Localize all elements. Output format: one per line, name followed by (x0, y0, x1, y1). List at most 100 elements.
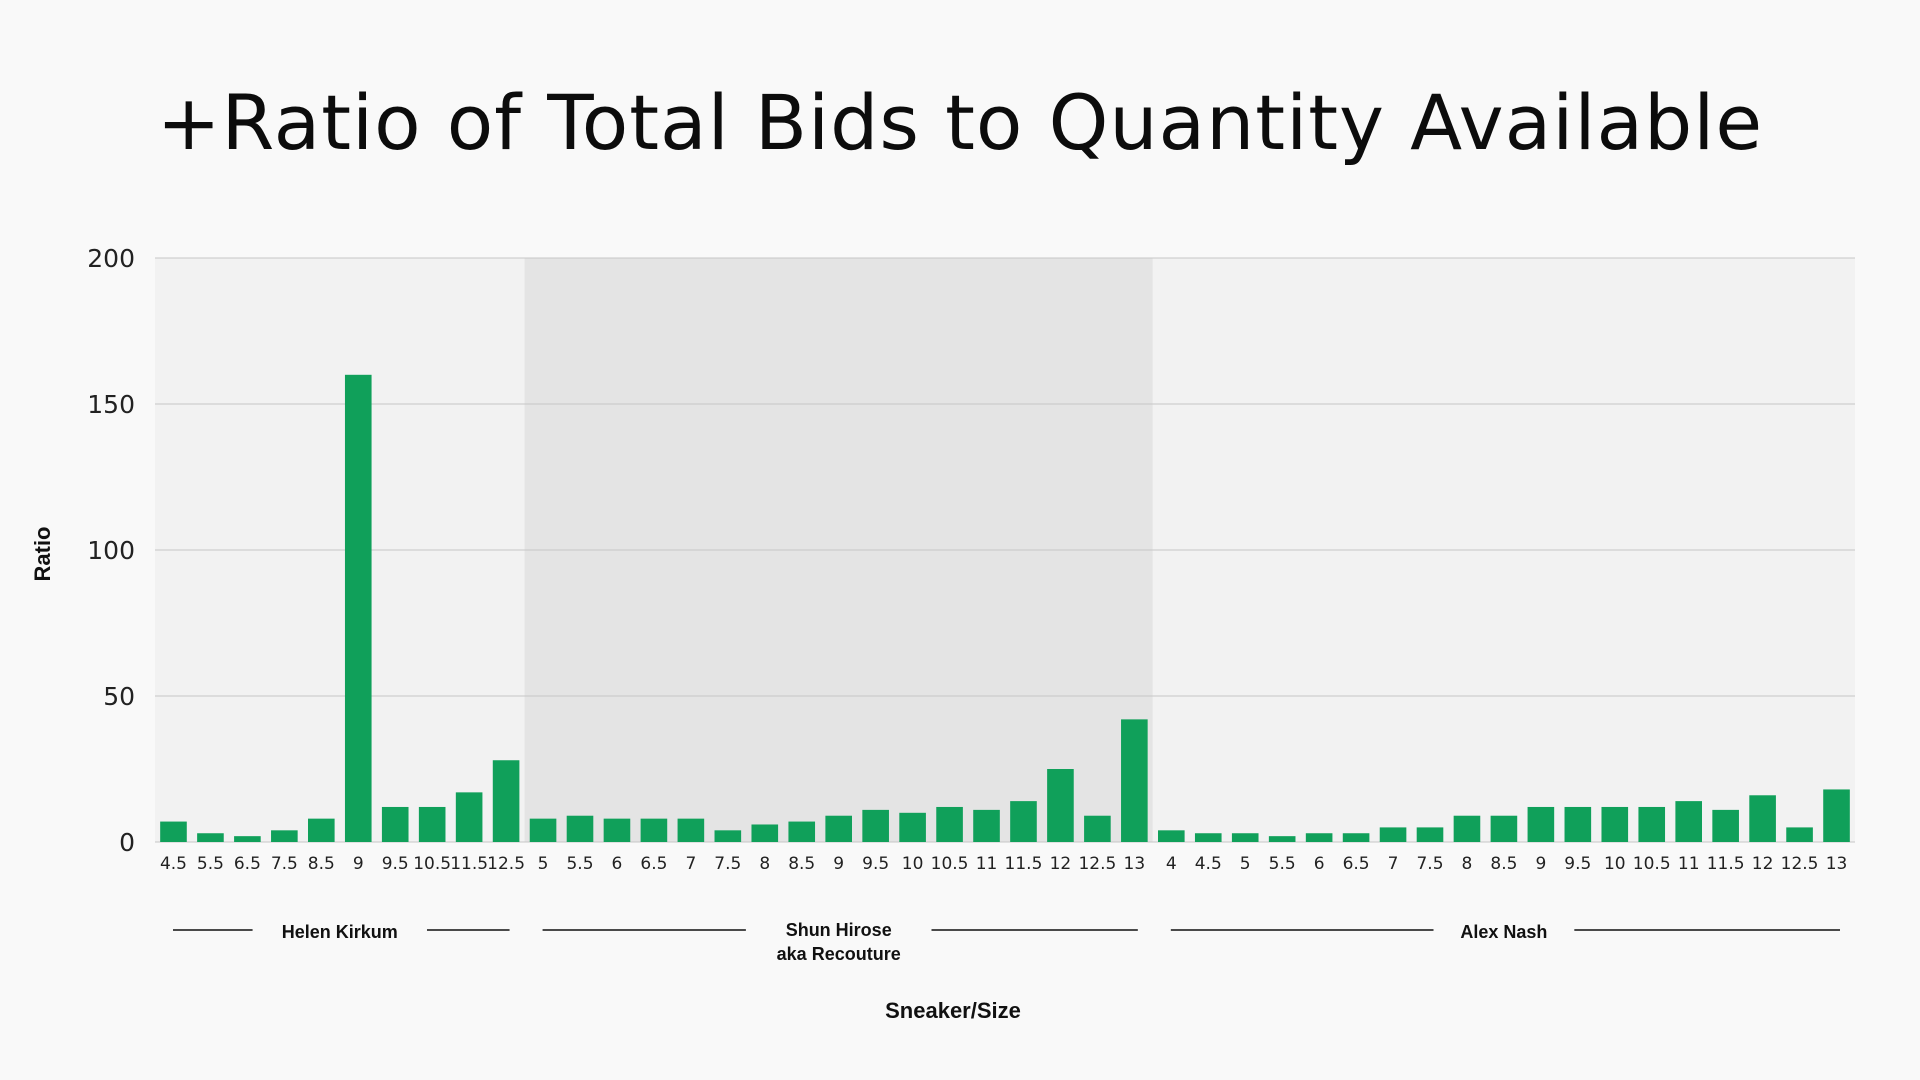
bar (1564, 806, 1592, 842)
x-tick-label: 5 (1240, 854, 1251, 874)
x-tick-label: 10.5 (1633, 854, 1671, 874)
bar (1675, 801, 1702, 842)
chart-title: +Ratio of Total Bids to Quantity Availab… (156, 78, 1764, 167)
x-tick-label: 12.5 (1781, 854, 1819, 874)
bar (1194, 833, 1222, 842)
bar (1379, 827, 1407, 842)
bar (677, 818, 705, 842)
y-axis-ticks: 0 50 100 150 200 (87, 244, 135, 857)
x-tick-label: 9 (353, 854, 364, 874)
group-labels: Helen Kirkum Shun Hirose aka Recouture Alex… (173, 920, 1840, 964)
bar (714, 830, 742, 842)
bar (1305, 833, 1333, 842)
x-tick-label: 6.5 (640, 854, 667, 874)
x-tick-label: 10 (902, 854, 924, 874)
bar (197, 833, 224, 842)
bar (529, 818, 557, 842)
x-tick-label: 13 (1124, 854, 1146, 874)
bar (1638, 806, 1666, 842)
bar (1453, 815, 1481, 842)
bar (936, 806, 963, 842)
x-tick-label: 5.5 (566, 854, 593, 874)
x-tick-label: 8.5 (1490, 854, 1517, 874)
bar (1749, 795, 1776, 842)
x-tick-label: 7 (1388, 854, 1399, 874)
bar (566, 815, 594, 842)
x-axis-ticks: 4.5 5.5 6.5 7.5 8.5 9 9.5 10.5 11.5 12.5 5 5.5 6 6.5 7… (160, 854, 1847, 874)
bar (751, 824, 779, 842)
bar (1268, 836, 1296, 842)
bar (1823, 789, 1850, 842)
x-axis-label: Sneaker/Size (885, 998, 1021, 1023)
x-tick-label: 10.5 (413, 854, 451, 874)
bar (418, 806, 446, 842)
group-label: Shun Hirose (786, 920, 892, 940)
x-tick-label: 7.5 (1416, 854, 1443, 874)
bar (1786, 827, 1813, 842)
group-label: Alex Nash (1460, 922, 1547, 942)
bar (1490, 815, 1518, 842)
x-tick-label: 12 (1050, 854, 1072, 874)
x-tick-label: 6.5 (234, 854, 261, 874)
x-tick-label: 9.5 (1564, 854, 1591, 874)
bar (308, 818, 335, 842)
x-tick-label: 11.5 (450, 854, 488, 874)
x-tick-label: 8 (1462, 854, 1473, 874)
bar (899, 812, 926, 842)
bar (271, 830, 298, 842)
x-tick-label: 7.5 (714, 854, 741, 874)
bar (1084, 815, 1111, 842)
x-tick-label: 11 (1678, 854, 1700, 874)
bar (1527, 806, 1555, 842)
bar (603, 818, 631, 842)
x-tick-label: 10 (1604, 854, 1626, 874)
bar (1010, 801, 1037, 842)
bar (492, 760, 520, 842)
y-tick-label: 200 (87, 244, 135, 273)
group-label: aka Recouture (777, 944, 901, 964)
bar (862, 809, 889, 842)
bar (640, 818, 668, 842)
x-tick-label: 11.5 (1005, 854, 1043, 874)
bar (1231, 833, 1259, 842)
bar (381, 806, 409, 842)
y-tick-label: 100 (87, 536, 135, 565)
x-tick-label: 8 (759, 854, 770, 874)
bar (825, 815, 852, 842)
x-tick-label: 7.5 (271, 854, 298, 874)
bar (1158, 830, 1185, 842)
x-tick-label: 5.5 (1269, 854, 1296, 874)
x-tick-label: 12 (1752, 854, 1774, 874)
x-tick-label: 13 (1826, 854, 1848, 874)
x-tick-label: 4.5 (1195, 854, 1222, 874)
x-tick-label: 6.5 (1343, 854, 1370, 874)
x-tick-label: 8.5 (308, 854, 335, 874)
bar (234, 836, 261, 842)
bar (788, 821, 816, 842)
bar (1416, 827, 1444, 842)
x-tick-label: 9.5 (382, 854, 409, 874)
bar (1342, 833, 1370, 842)
x-tick-label: 8.5 (788, 854, 815, 874)
y-tick-label: 50 (103, 682, 135, 711)
y-axis-label: Ratio (30, 527, 55, 582)
x-tick-label: 9 (833, 854, 844, 874)
x-tick-label: 4.5 (160, 854, 187, 874)
group-label: Helen Kirkum (282, 922, 398, 942)
x-tick-label: 10.5 (931, 854, 969, 874)
x-tick-label: 6 (612, 854, 623, 874)
y-tick-label: 150 (87, 390, 135, 419)
x-tick-label: 6 (1314, 854, 1325, 874)
bar (1712, 809, 1739, 842)
x-tick-label: 12.5 (487, 854, 525, 874)
x-tick-label: 5 (538, 854, 549, 874)
bar (344, 374, 372, 842)
y-tick-label: 0 (119, 828, 135, 857)
bar (455, 792, 483, 842)
x-tick-label: 7 (685, 854, 696, 874)
bar (1121, 719, 1148, 842)
x-tick-label: 4 (1166, 854, 1177, 874)
bars (160, 374, 1850, 842)
x-tick-label: 5.5 (197, 854, 224, 874)
